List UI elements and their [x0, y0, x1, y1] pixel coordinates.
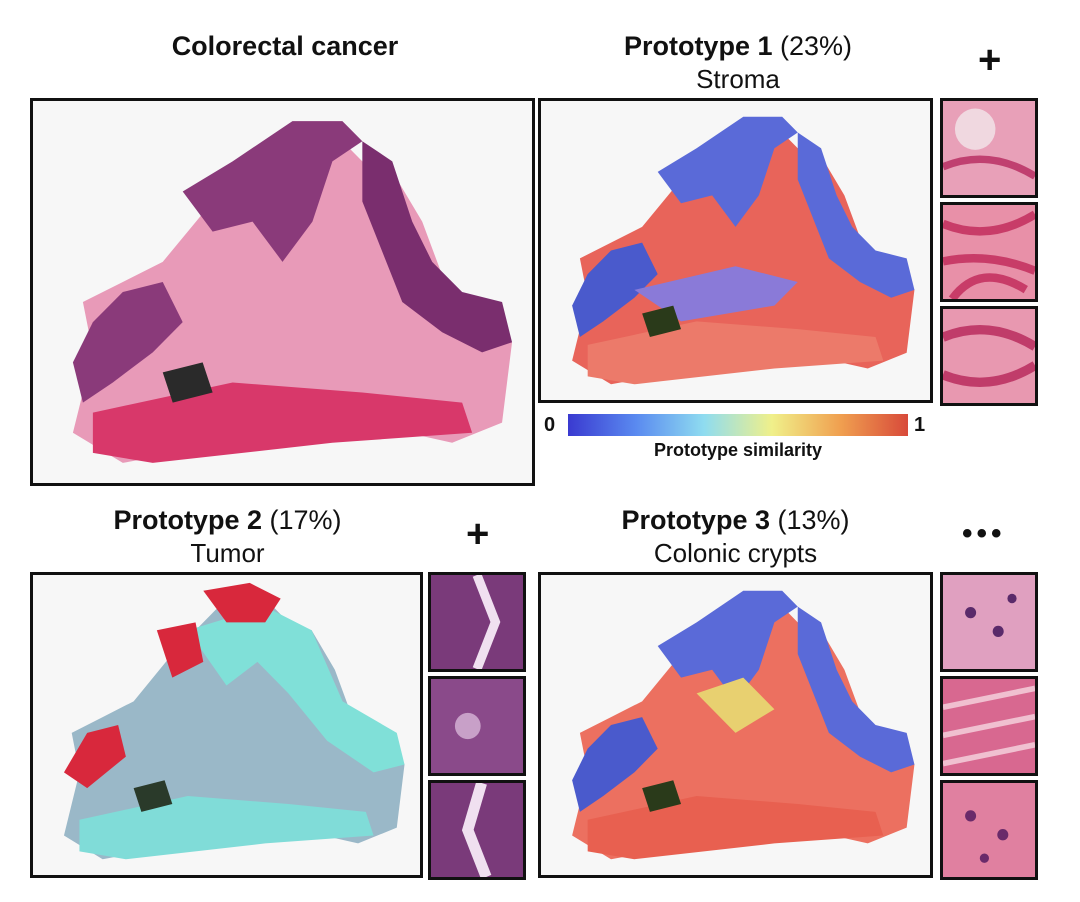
prototype-2-title: Prototype 2 (17%) — [30, 504, 425, 536]
more-ellipsis: ••• — [962, 517, 1006, 550]
prototype-1-label: Stroma — [696, 64, 780, 94]
prototype-1-patch-2 — [940, 202, 1038, 302]
prototype-3-patch-3 — [940, 780, 1038, 880]
prototype-2-percent: (17%) — [269, 505, 342, 535]
prototype-1-title: Prototype 1 (23%) — [538, 30, 938, 62]
main-title-text: Colorectal cancer — [171, 31, 399, 61]
colorbar-max-label: 1 — [914, 414, 926, 436]
prototype-3-patch-1 — [940, 572, 1038, 672]
prototype-1-percent: (23%) — [780, 31, 853, 61]
colorbar-title: Prototype similarity — [653, 440, 823, 460]
main-title: Colorectal cancer — [30, 30, 540, 62]
prototype-2-plus: + — [466, 512, 490, 556]
prototype-2-name: Prototype 2 — [113, 505, 262, 535]
prototype-1-plus: + — [978, 38, 1002, 82]
prototype-1-patch-1 — [940, 98, 1038, 198]
colorbar — [568, 414, 908, 436]
prototype-2-patch-2 — [428, 676, 526, 776]
prototype-2-heatmap — [30, 572, 423, 878]
main-slide-image — [30, 98, 535, 486]
colorbar-min-label: 0 — [544, 414, 556, 436]
prototype-3-name: Prototype 3 — [621, 505, 770, 535]
prototype-2-label: Tumor — [190, 538, 265, 568]
prototype-1-patch-3 — [940, 306, 1038, 406]
prototype-3-percent: (13%) — [777, 505, 850, 535]
prototype-3-heatmap — [538, 572, 933, 878]
prototype-1-heatmap — [538, 98, 933, 403]
prototype-3-patch-2 — [940, 676, 1038, 776]
prototype-3-title: Prototype 3 (13%) — [538, 504, 933, 536]
prototype-1-name: Prototype 1 — [623, 31, 773, 61]
prototype-2-patch-1 — [428, 572, 526, 672]
prototype-3-label: Colonic crypts — [653, 538, 818, 568]
prototype-2-patch-3 — [428, 780, 526, 880]
